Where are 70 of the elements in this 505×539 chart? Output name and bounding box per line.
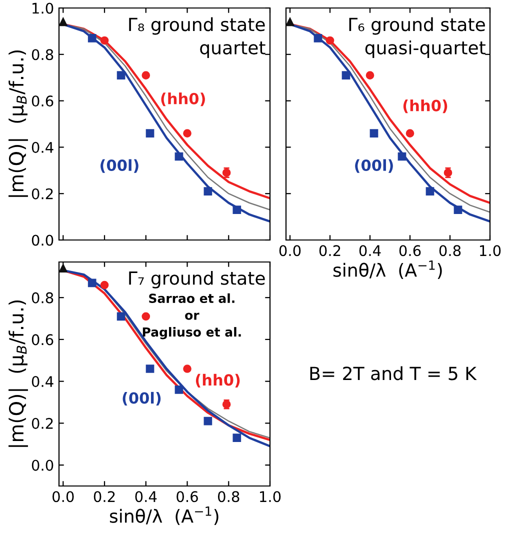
chart-title: Γ₇ ground state — [129, 270, 265, 288]
series-label: (00l) — [355, 159, 393, 173]
point — [204, 187, 212, 196]
point — [146, 129, 154, 138]
point — [183, 129, 192, 138]
point — [398, 152, 406, 161]
point — [59, 264, 68, 272]
point — [314, 34, 322, 42]
point — [100, 36, 109, 45]
y-tick-label: 0.8 — [32, 292, 54, 304]
y-tick-label: 0.2 — [32, 418, 53, 429]
point — [426, 187, 434, 196]
x-tick-label: 0.0 — [52, 491, 74, 502]
point — [142, 71, 150, 80]
point — [88, 278, 96, 288]
point — [232, 434, 242, 442]
y-tick-label: 0.4 — [32, 376, 54, 388]
point — [174, 152, 184, 161]
x-tick-label: 1.0 — [260, 491, 281, 502]
text: quasi-quartet — [365, 40, 486, 58]
point — [174, 386, 184, 394]
chart-title: Γ₆ ground state — [349, 17, 485, 35]
y-tick-label: 0.2 — [32, 188, 53, 200]
point — [204, 416, 212, 426]
point — [232, 206, 242, 214]
point — [59, 18, 68, 26]
y-axis-title: |m(Q)| (μ$_{B}$/f.u.) — [8, 50, 28, 197]
x-tick-label: 0.0 — [279, 245, 301, 256]
point — [370, 129, 378, 138]
point — [342, 71, 350, 80]
text: quartet — [200, 42, 266, 58]
point — [183, 364, 192, 373]
y-tick-label: 1.0 — [32, 2, 54, 14]
point — [326, 36, 334, 45]
y-axis-title: |m(Q)| (μ$_{B}$/f.u.) — [8, 300, 28, 447]
x-tick-label: 0.6 — [176, 491, 198, 502]
series-label: (hh0) — [161, 92, 205, 106]
x-tick-label: 0.8 — [218, 491, 240, 502]
x-tick-label: 0.8 — [439, 245, 461, 256]
chart-title: Γ₈ ground state — [129, 17, 265, 35]
point — [286, 18, 294, 26]
point — [406, 129, 414, 138]
point — [88, 34, 96, 42]
point — [454, 206, 462, 214]
text: Sarrao et al. or Pagliuso et al. — [142, 293, 241, 340]
point — [366, 71, 374, 80]
text: B= 2T and T = 5 K — [310, 366, 477, 380]
point — [116, 71, 126, 80]
y-tick-label: 0.0 — [32, 460, 54, 471]
series-label: (hh0) — [403, 100, 448, 114]
y-tick-label: 0.6 — [32, 334, 54, 346]
y-tick-label: 0.4 — [32, 142, 54, 153]
point — [116, 312, 126, 321]
point — [100, 280, 109, 290]
y-tick-label: 0.8 — [32, 49, 54, 60]
x-tick-label: 0.4 — [359, 245, 381, 256]
y-tick-label: 0.6 — [32, 96, 54, 107]
series-label: (00l) — [100, 159, 138, 173]
x-tick-label: 0.4 — [135, 491, 157, 502]
series-label: (00l) — [122, 392, 161, 406]
x-tick-label: 0.2 — [94, 491, 115, 502]
point — [142, 312, 150, 321]
x-axis-title: sinθ/λ (A$^{−1}$) — [110, 506, 218, 526]
x-tick-label: 0.2 — [319, 245, 340, 256]
point — [146, 364, 154, 373]
x-tick-label: 1.0 — [480, 245, 501, 256]
x-tick-label: 0.6 — [399, 245, 421, 256]
x-axis-title: sinθ/λ (A$^{−1}$) — [333, 260, 442, 280]
series-label: (hh0) — [196, 374, 240, 388]
y-tick-label: 0.0 — [32, 234, 54, 246]
